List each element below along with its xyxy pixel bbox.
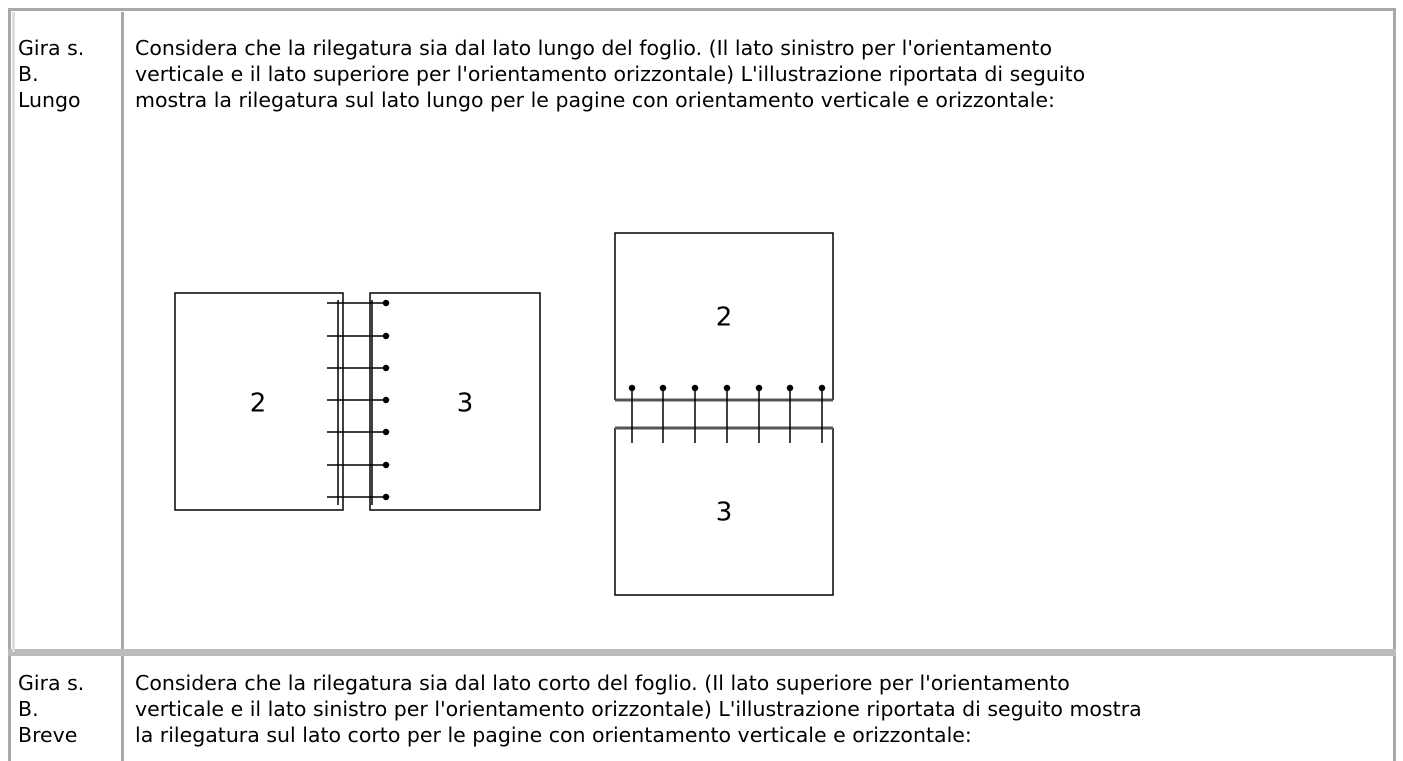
ring-end	[755, 384, 763, 392]
border	[8, 8, 11, 761]
ring-end	[382, 332, 390, 340]
ring-end	[382, 364, 390, 372]
text-line: Considera che la rilegatura sia dal lato…	[135, 36, 1052, 60]
binding	[615, 398, 833, 430]
text-line: B.	[18, 62, 39, 86]
ring-end	[382, 461, 390, 469]
text-line: Gira s.	[18, 671, 85, 695]
page-number: 2	[716, 303, 733, 333]
page-outline	[614, 232, 834, 596]
ring-end	[659, 384, 667, 392]
text-line: Lungo	[18, 88, 81, 112]
text-line: Gira s.	[18, 36, 85, 60]
border	[12, 12, 15, 652]
border	[8, 8, 1396, 11]
text-line: verticale e il lato sinistro per l'orien…	[135, 697, 1142, 721]
ring-end	[691, 384, 699, 392]
page-number: 3	[457, 389, 474, 419]
page-outline	[174, 292, 541, 511]
ring-end	[818, 384, 826, 392]
ring-end	[382, 396, 390, 404]
ring-end	[628, 384, 636, 392]
text-line: mostra la rilegatura sul lato lungo per …	[135, 88, 1055, 112]
ring-end	[382, 428, 390, 436]
landscape-figure: 2 3	[174, 292, 541, 511]
text-line: Considera che la rilegatura sia dal lato…	[135, 671, 1070, 695]
ring-end	[786, 384, 794, 392]
border	[1393, 8, 1396, 761]
border	[8, 649, 1396, 656]
border	[121, 12, 124, 761]
text-line: verticale e il lato superiore per l'orie…	[135, 62, 1086, 86]
binding	[337, 300, 373, 505]
ring-end	[723, 384, 731, 392]
page-number: 2	[250, 389, 267, 419]
ring-end	[382, 493, 390, 501]
ring-end	[382, 299, 390, 307]
text-line: Breve	[18, 723, 78, 747]
text-line: la rilegatura sul lato corto per le pagi…	[135, 723, 972, 747]
portrait-figure: 2 3	[614, 232, 834, 596]
page-number: 3	[716, 498, 733, 528]
text-line: B.	[18, 697, 39, 721]
